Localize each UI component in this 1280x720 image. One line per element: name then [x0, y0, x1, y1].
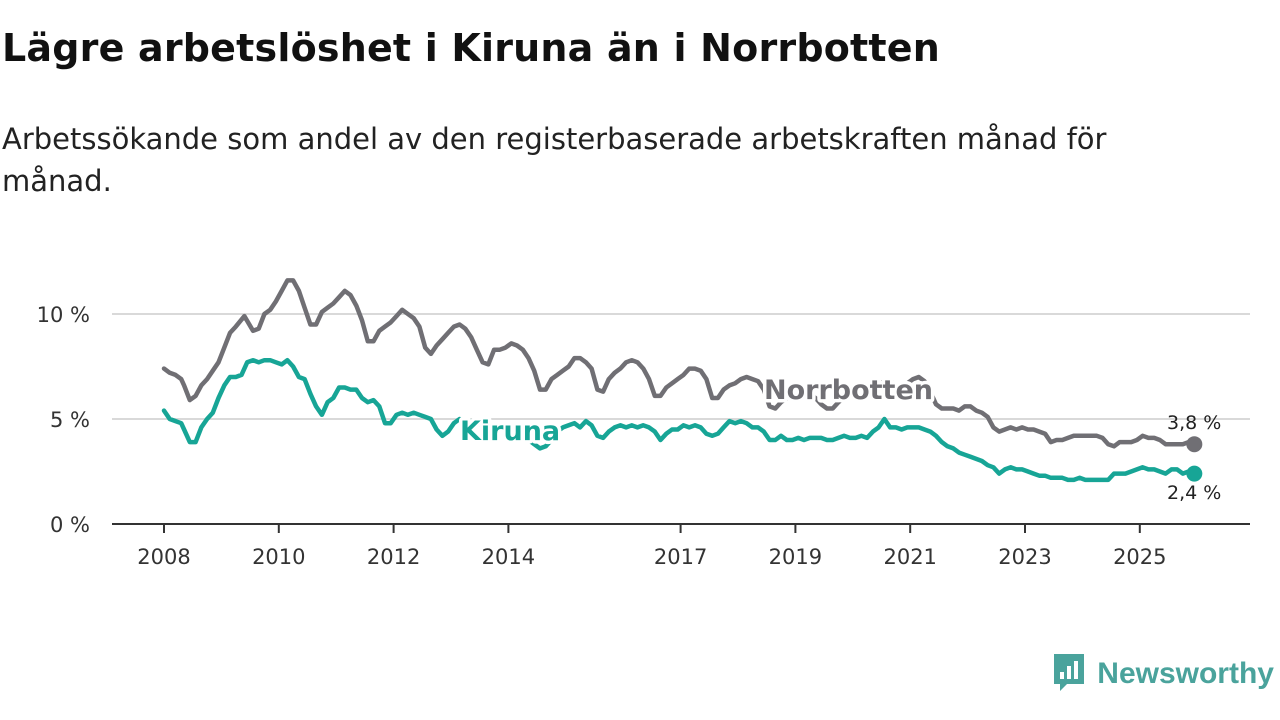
- x-tick-label: 2008: [137, 545, 190, 569]
- x-tick-label: 2012: [367, 545, 420, 569]
- newsworthy-logo-icon: [1051, 652, 1087, 696]
- brand-logo: Newsworthy: [1051, 652, 1274, 696]
- gridlines: [112, 313, 1250, 420]
- x-tick-label: 2021: [883, 545, 936, 569]
- y-tick-label: 5 %: [50, 408, 90, 432]
- x-tick-label: 2025: [1113, 545, 1166, 569]
- series-line-norrbotten: [161, 278, 1197, 449]
- y-axis-ticks: 0 % 5 % 10 %: [37, 303, 90, 537]
- x-tick-label: 2014: [482, 545, 535, 569]
- end-value-label-kiruna: 2,4 %: [1167, 482, 1221, 504]
- series-label-kiruna: Kiruna: [460, 416, 560, 447]
- chart-subtitle: Arbetssökande som andel av den registerb…: [2, 122, 1107, 198]
- series-label-norrbotten: Norrbotten: [764, 375, 933, 406]
- series-labels: Norrbotten Kiruna 3,8 % 2,4 %: [457, 372, 1222, 505]
- brand-name: Newsworthy: [1097, 657, 1274, 690]
- x-tick-label: 2019: [769, 545, 822, 569]
- end-value-label-norrbotten: 3,8 %: [1167, 412, 1221, 434]
- x-tick-label: 2010: [252, 545, 305, 569]
- x-tick-label: 2023: [998, 545, 1051, 569]
- y-tick-label: 0 %: [50, 513, 90, 537]
- x-axis-ticks: 2008 2010 2012 2014 2017 2019 2021 2023 2025: [137, 524, 1167, 569]
- y-tick-label: 10 %: [37, 303, 90, 327]
- series-lines: [161, 278, 1203, 483]
- chart-title: Lägre arbetslöshet i Kiruna än i Norrbot…: [2, 26, 940, 70]
- x-tick-label: 2017: [654, 545, 707, 569]
- end-point-norrbotten: [1186, 436, 1203, 453]
- series-line-kiruna: [161, 357, 1197, 483]
- end-point-kiruna: [1186, 465, 1203, 482]
